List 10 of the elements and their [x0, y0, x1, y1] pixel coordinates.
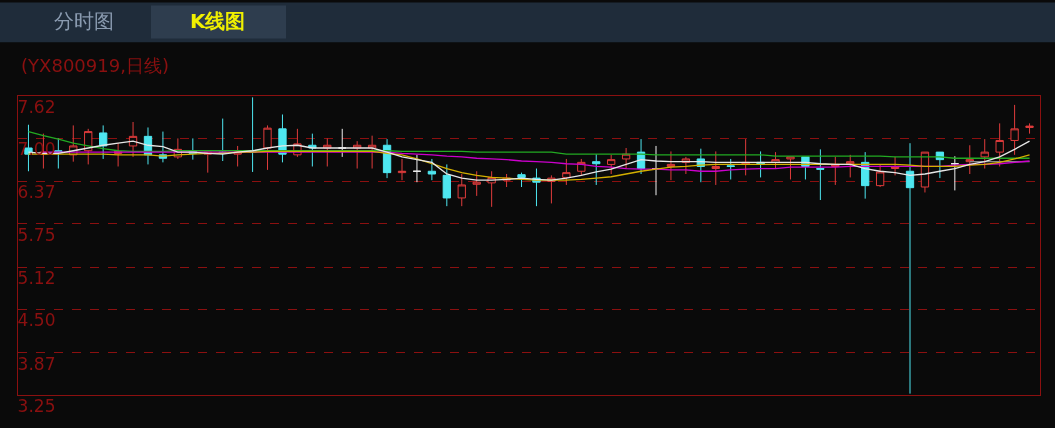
y-tick-label: 4.50 [17, 310, 56, 331]
chart-title: (YX800919,日线) [21, 55, 169, 77]
text: 分时图 [54, 9, 114, 33]
y-tick-label: 5.75 [17, 224, 56, 245]
y-tick-label: 6.37 [17, 182, 56, 203]
y-tick-label: 7.62 [17, 96, 56, 117]
y-tick-label: 3.25 [17, 395, 56, 416]
y-tick-label: 5.12 [17, 268, 56, 288]
text: K线图 [190, 9, 246, 33]
y-tick-label: 3.87 [17, 353, 56, 374]
